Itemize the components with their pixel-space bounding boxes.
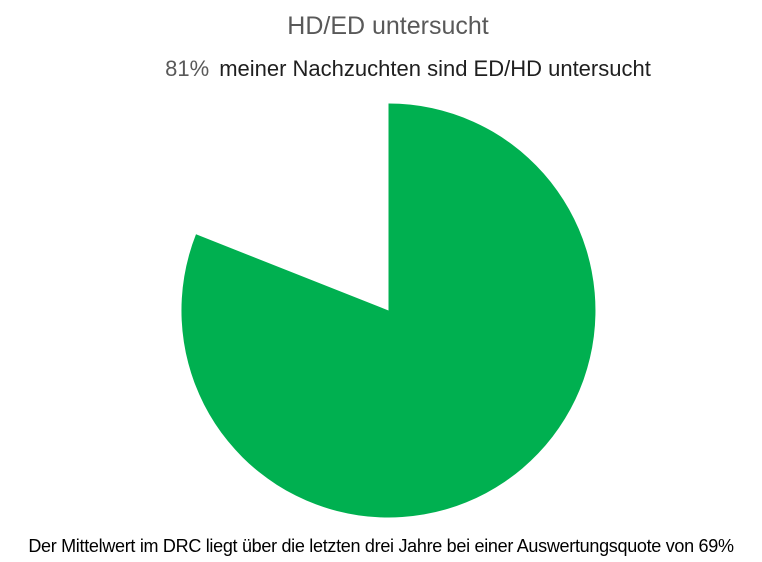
chart-title: HD/ED untersucht bbox=[287, 12, 489, 40]
chart-subtitle: 81% meiner Nachzuchten sind ED/HD untersu… bbox=[27, 55, 762, 82]
subtitle-text: meiner Nachzuchten sind ED/HD untersucht bbox=[219, 56, 651, 81]
footer-note: Der Mittelwert im DRC liegt über die let… bbox=[28, 536, 734, 556]
subtitle-percent-value: 81% bbox=[165, 56, 210, 81]
pie-slice-untersucht bbox=[181, 103, 596, 518]
